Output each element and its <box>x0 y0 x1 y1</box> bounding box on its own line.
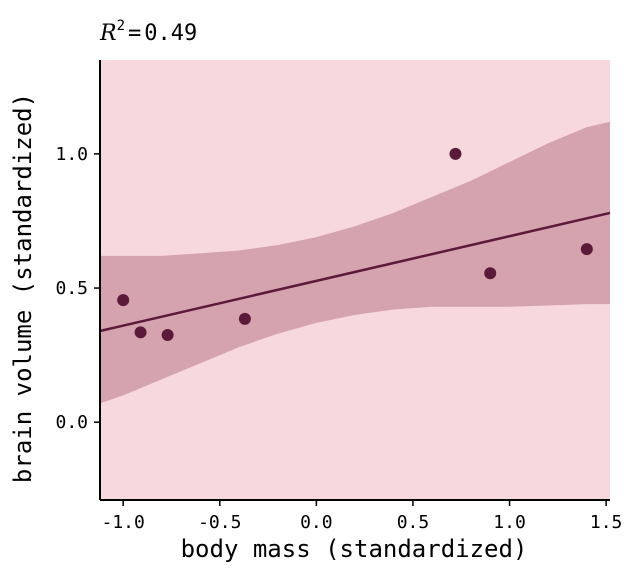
data-point <box>161 329 174 341</box>
x-axis-label: body mass (standardized) <box>181 535 528 563</box>
data-point <box>117 294 130 307</box>
y-axis-label: brain volume (standardized) <box>9 93 37 483</box>
title-value: 0.49 <box>144 21 197 46</box>
data-point <box>580 243 593 256</box>
y-tick-label: 0.0 <box>55 412 88 433</box>
x-tick-label: -1.0 <box>102 512 145 533</box>
data-point <box>134 326 147 339</box>
regression-line <box>99 211 611 333</box>
title-symbol: R <box>99 21 117 46</box>
x-tick-label: 0.5 <box>397 512 430 533</box>
y-tick-label: 1.0 <box>55 144 88 165</box>
y-axis-ticks: 0.0 0.5 1.0 <box>55 144 100 433</box>
data-points <box>117 147 593 341</box>
chart-title: R2 = 0.49 <box>99 18 197 46</box>
x-tick-label: 1.0 <box>493 512 526 533</box>
data-point <box>484 267 497 280</box>
x-tick-label: 0.0 <box>300 512 333 533</box>
x-tick-label: 1.5 <box>590 512 623 533</box>
data-point <box>238 312 251 325</box>
mean-confidence-band <box>100 121 610 404</box>
plot-area <box>99 60 611 500</box>
x-tick-label: -0.5 <box>198 512 241 533</box>
y-tick-label: 0.5 <box>55 278 88 299</box>
x-axis-ticks: -1.0 -0.5 0.0 0.5 1.0 1.5 <box>102 500 623 533</box>
title-superscript: 2 <box>117 18 125 34</box>
axes: -1.0 -0.5 0.0 0.5 1.0 1.5 0.0 0.5 1.0 <box>55 60 622 533</box>
data-point <box>449 147 462 160</box>
title-equals: = <box>128 21 141 46</box>
